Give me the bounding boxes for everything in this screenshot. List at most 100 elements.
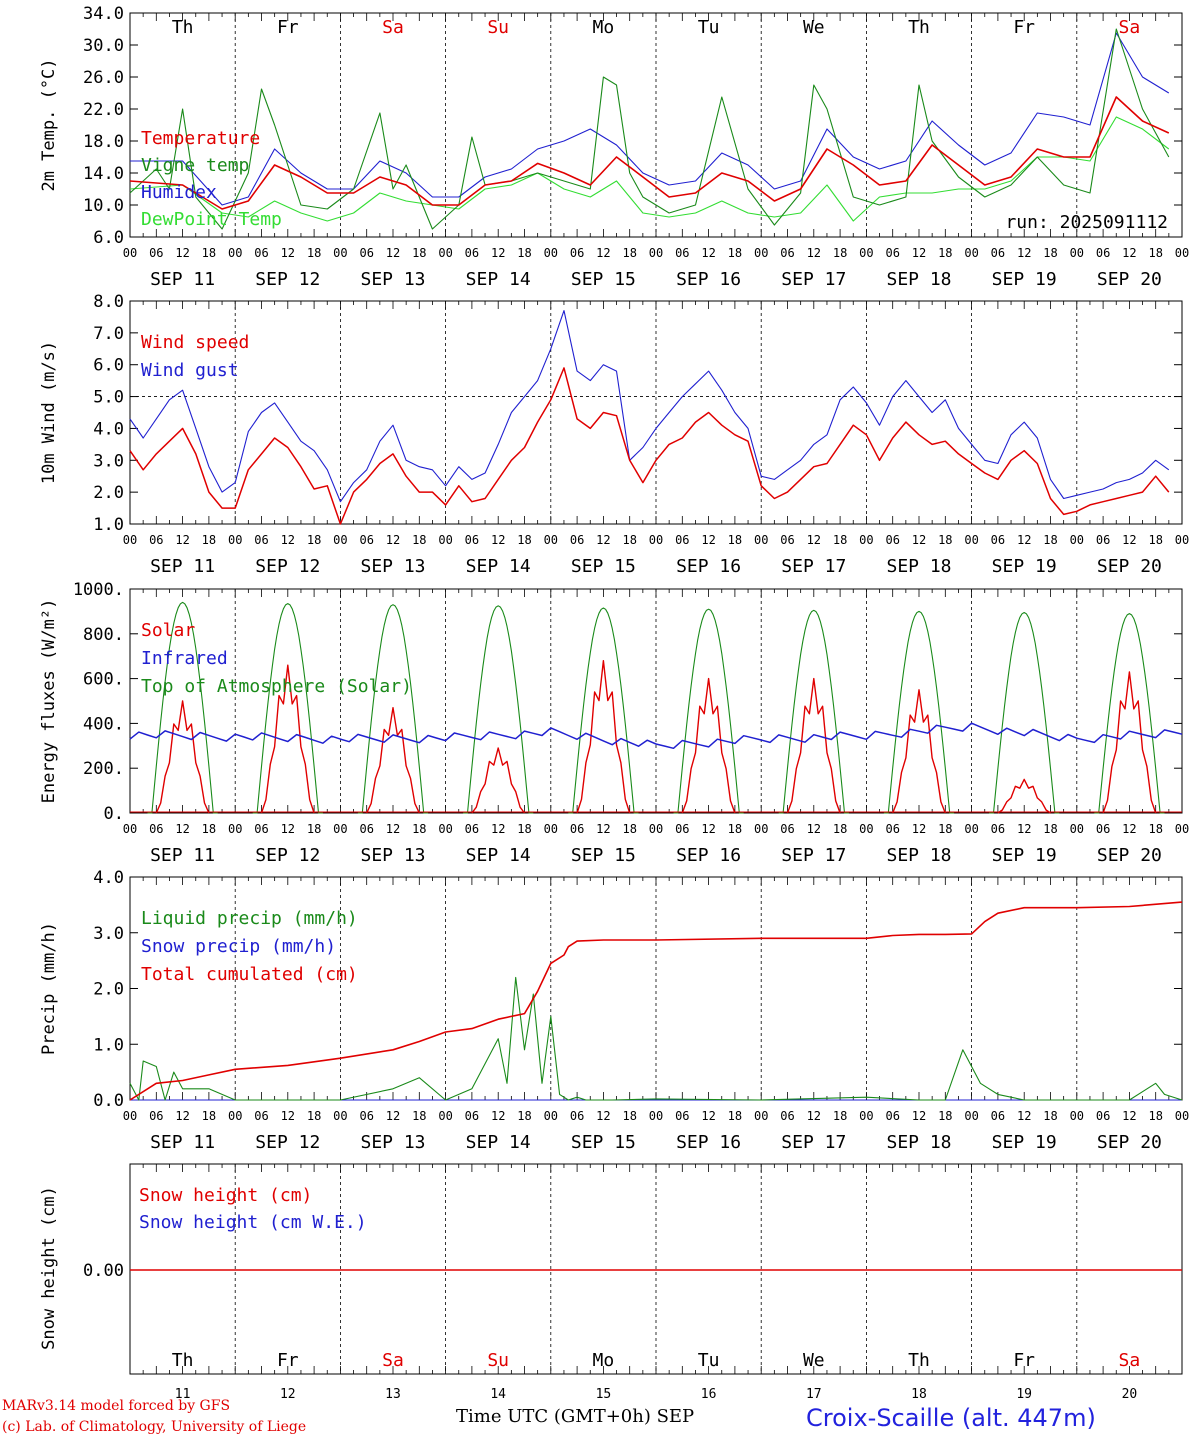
hour-tick-label: 12 bbox=[701, 822, 715, 836]
y-tick-label: 26.0 bbox=[83, 68, 124, 88]
series-line-toa bbox=[568, 608, 638, 813]
series-line-toa bbox=[779, 610, 849, 813]
hour-tick-label: 00 bbox=[859, 533, 873, 547]
date-label: SEP 12 bbox=[255, 269, 320, 290]
hour-tick-label: 18 bbox=[1148, 533, 1162, 547]
y-tick-label: 6.0 bbox=[93, 228, 124, 248]
hour-tick-label: 00 bbox=[438, 822, 452, 836]
date-label: SEP 17 bbox=[781, 556, 846, 577]
weekday-label: Th bbox=[172, 17, 194, 38]
y-axis-label: 2m Temp. (°C) bbox=[39, 58, 59, 191]
hour-tick-label: 18 bbox=[938, 1109, 952, 1123]
y-tick-label: 4.0 bbox=[93, 868, 124, 888]
date-label: SEP 20 bbox=[1097, 269, 1162, 290]
hour-tick-label: 12 bbox=[912, 822, 926, 836]
hour-tick-label: 00 bbox=[1175, 246, 1189, 260]
hour-tick-label: 06 bbox=[780, 1109, 794, 1123]
hour-tick-label: 00 bbox=[964, 246, 978, 260]
series-line-toa bbox=[884, 611, 954, 813]
y-tick-label: 400. bbox=[83, 714, 124, 734]
weekday-label: Fr bbox=[1013, 17, 1035, 38]
y-tick-label: 2.0 bbox=[93, 483, 124, 503]
y-tick-label: 22.0 bbox=[83, 100, 124, 120]
hour-tick-label: 06 bbox=[1096, 822, 1110, 836]
hour-tick-label: 18 bbox=[728, 822, 742, 836]
date-label: SEP 19 bbox=[992, 1132, 1057, 1153]
hour-tick-label: 00 bbox=[438, 246, 452, 260]
y-tick-label: 800. bbox=[83, 625, 124, 645]
date-label: SEP 12 bbox=[255, 556, 320, 577]
date-label: SEP 14 bbox=[466, 845, 531, 866]
hour-tick-label: 00 bbox=[544, 1109, 558, 1123]
series-line-toa bbox=[463, 606, 533, 813]
y-tick-label: 5.0 bbox=[93, 388, 124, 408]
hour-tick-label: 18 bbox=[307, 822, 321, 836]
panel-frame bbox=[130, 13, 1182, 237]
y-tick-label: 30.0 bbox=[83, 36, 124, 56]
hour-tick-label: 12 bbox=[281, 822, 295, 836]
day-number-label: 17 bbox=[806, 1387, 822, 1402]
weekday-label: Tu bbox=[698, 17, 720, 38]
weekday-label: Tu bbox=[698, 1350, 720, 1371]
date-label: SEP 17 bbox=[781, 1132, 846, 1153]
hour-tick-label: 00 bbox=[754, 1109, 768, 1123]
hour-tick-label: 12 bbox=[1122, 822, 1136, 836]
series-line-solar bbox=[893, 690, 946, 813]
hour-tick-label: 12 bbox=[386, 1109, 400, 1123]
series-line-toa bbox=[1094, 614, 1164, 813]
y-tick-label: 200. bbox=[83, 759, 124, 779]
y-tick-label: 0.00 bbox=[83, 1261, 124, 1281]
weekday-label: Su bbox=[487, 1350, 509, 1371]
legend-entry: Humidex bbox=[141, 182, 217, 203]
hour-tick-label: 06 bbox=[675, 822, 689, 836]
weekday-label: Sa bbox=[382, 1350, 404, 1371]
hour-tick-label: 06 bbox=[149, 246, 163, 260]
date-label: SEP 11 bbox=[150, 1132, 215, 1153]
hour-tick-label: 00 bbox=[228, 1109, 242, 1123]
hour-tick-label: 06 bbox=[570, 822, 584, 836]
hour-tick-label: 18 bbox=[1148, 822, 1162, 836]
series-line-temperature bbox=[130, 97, 1169, 209]
hour-tick-label: 18 bbox=[307, 1109, 321, 1123]
hour-tick-label: 06 bbox=[465, 533, 479, 547]
weekday-label: Fr bbox=[277, 1350, 299, 1371]
hour-tick-label: 06 bbox=[359, 1109, 373, 1123]
run-annotation: run: 2025091112 bbox=[1005, 212, 1168, 233]
series-line-wind-gust bbox=[130, 311, 1169, 502]
hour-tick-label: 06 bbox=[1096, 1109, 1110, 1123]
series-line-wind-speed bbox=[130, 368, 1169, 524]
hour-tick-label: 12 bbox=[281, 246, 295, 260]
date-label: SEP 20 bbox=[1097, 1132, 1162, 1153]
hour-tick-label: 06 bbox=[149, 533, 163, 547]
y-tick-label: 6.0 bbox=[93, 356, 124, 376]
hour-tick-label: 18 bbox=[1148, 246, 1162, 260]
hour-tick-label: 00 bbox=[438, 533, 452, 547]
date-label: SEP 11 bbox=[150, 845, 215, 866]
series-line-toa bbox=[989, 613, 1059, 814]
date-label: SEP 19 bbox=[992, 845, 1057, 866]
series-line-toa bbox=[674, 609, 744, 813]
y-tick-label: 0. bbox=[104, 804, 124, 824]
hour-tick-label: 06 bbox=[780, 533, 794, 547]
hour-tick-label: 00 bbox=[1175, 533, 1189, 547]
date-label: SEP 15 bbox=[571, 556, 636, 577]
hour-tick-label: 00 bbox=[964, 1109, 978, 1123]
hour-tick-label: 00 bbox=[859, 1109, 873, 1123]
date-label: SEP 17 bbox=[781, 269, 846, 290]
hour-tick-label: 06 bbox=[1096, 246, 1110, 260]
date-label: SEP 20 bbox=[1097, 845, 1162, 866]
hour-tick-label: 00 bbox=[649, 1109, 663, 1123]
series-line-solar bbox=[682, 679, 735, 813]
hour-tick-label: 18 bbox=[833, 533, 847, 547]
date-label: SEP 13 bbox=[360, 1132, 425, 1153]
hour-tick-label: 00 bbox=[649, 533, 663, 547]
hour-tick-label: 00 bbox=[228, 822, 242, 836]
hour-tick-label: 12 bbox=[386, 246, 400, 260]
hour-tick-label: 12 bbox=[1122, 533, 1136, 547]
hour-tick-label: 06 bbox=[465, 822, 479, 836]
hour-tick-label: 12 bbox=[491, 822, 505, 836]
date-label: SEP 13 bbox=[360, 269, 425, 290]
y-tick-label: 8.0 bbox=[93, 292, 124, 312]
hour-tick-label: 18 bbox=[202, 246, 216, 260]
date-label: SEP 14 bbox=[466, 1132, 531, 1153]
